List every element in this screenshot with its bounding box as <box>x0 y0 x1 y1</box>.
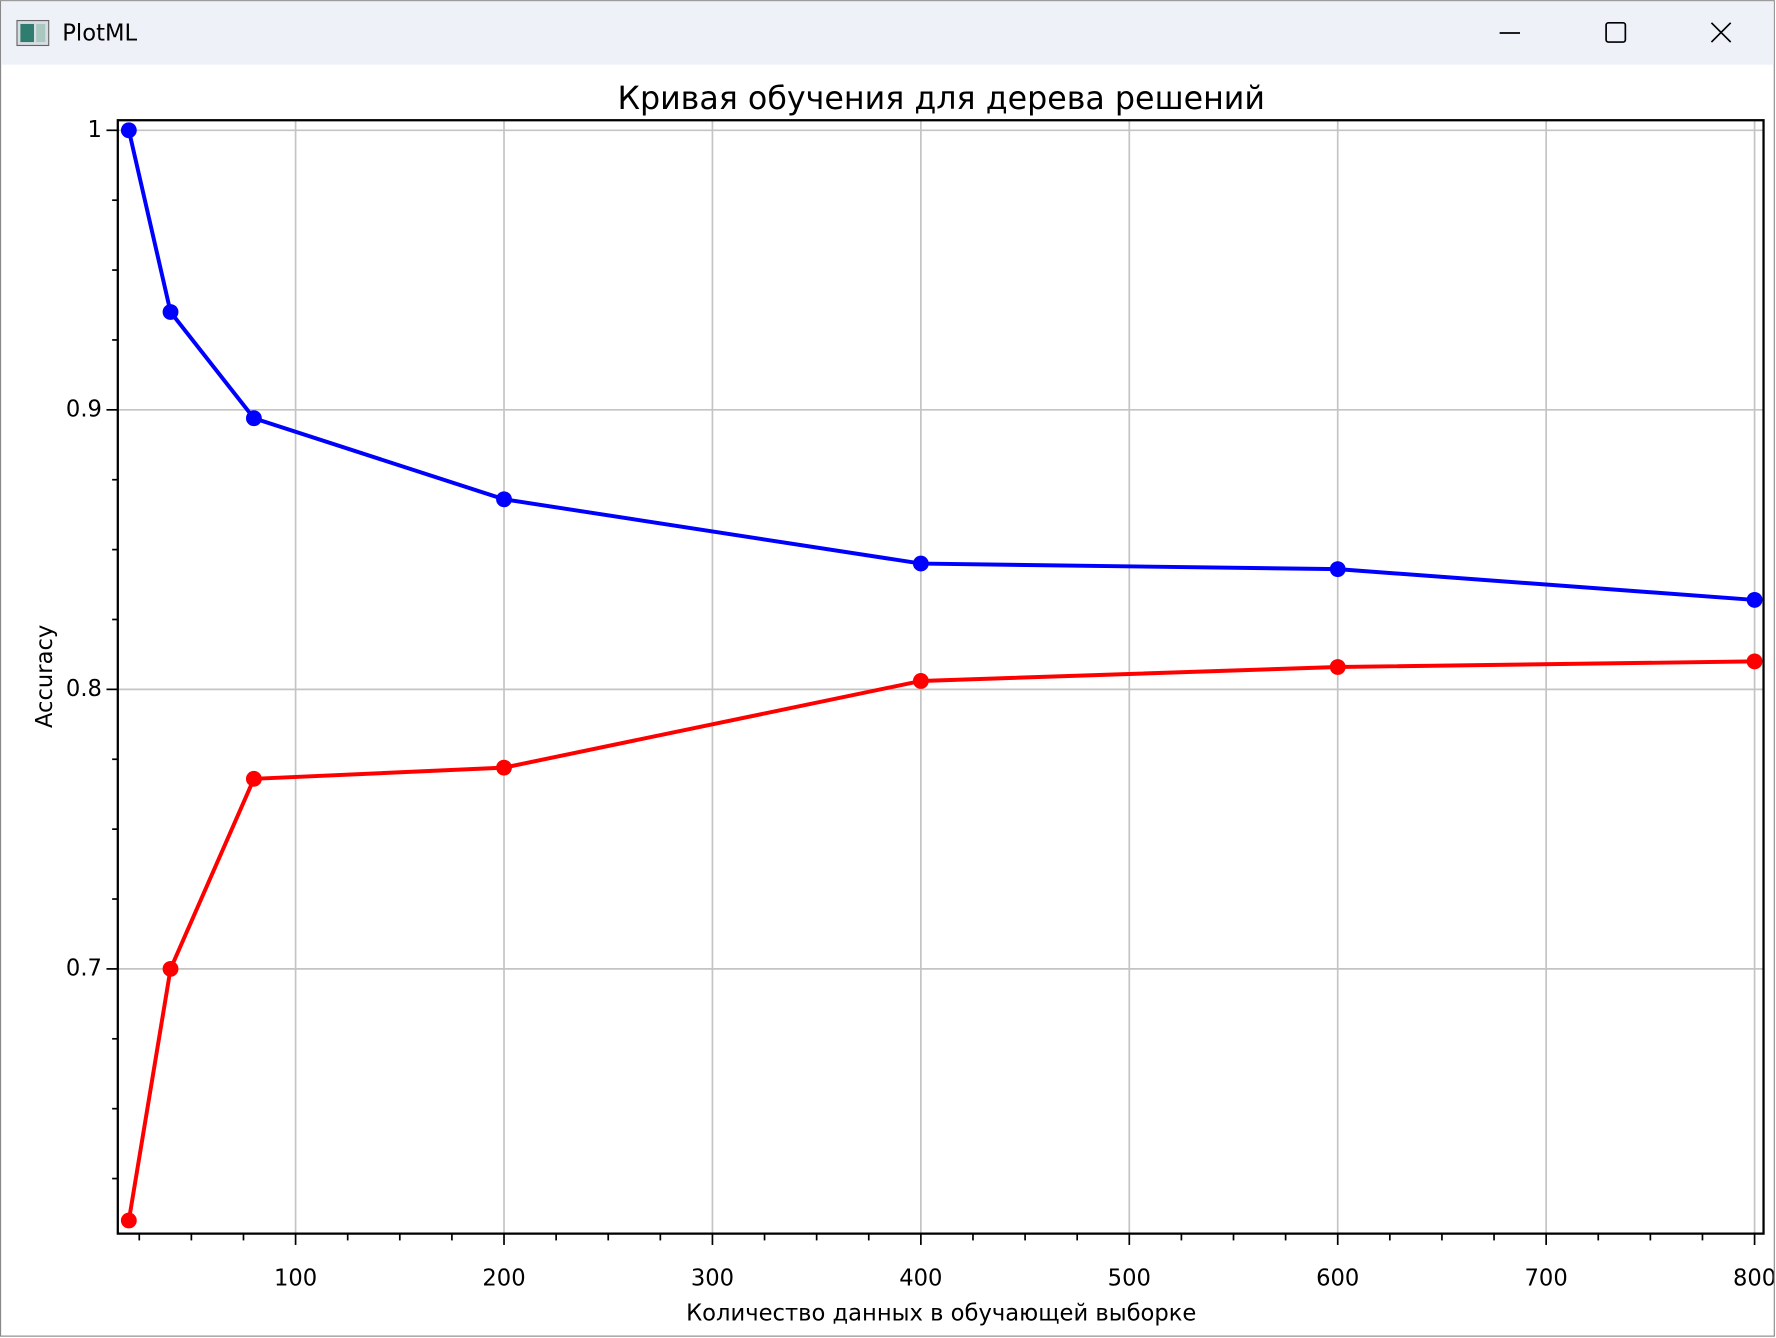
x-tick-label: 700 <box>1525 1265 1568 1291</box>
close-button[interactable] <box>1710 22 1732 43</box>
data-point <box>1329 659 1346 675</box>
y-tick-label: 0.9 <box>66 396 102 422</box>
data-point <box>1329 561 1346 578</box>
y-axis-label: Accuracy <box>32 625 58 728</box>
x-axis-label: Количество данных в обучающей выборке <box>686 1301 1196 1327</box>
title-bar <box>1 1 1774 65</box>
plot-frame <box>116 119 1765 1235</box>
x-tick-label: 600 <box>1316 1265 1359 1291</box>
data-point <box>162 960 179 977</box>
y-tick-label: 1 <box>88 117 102 143</box>
x-tick-label: 800 <box>1733 1265 1776 1291</box>
data-point <box>120 1212 137 1229</box>
x-tick-label: 200 <box>482 1265 525 1291</box>
data-point <box>245 410 262 427</box>
data-point <box>120 122 137 139</box>
data-point <box>245 770 262 787</box>
data-point <box>496 759 512 776</box>
x-tick-label: 300 <box>691 1265 734 1291</box>
data-point <box>912 673 929 689</box>
chart-title: Кривая обучения для дерева решений <box>617 81 1265 117</box>
x-tick-label: 500 <box>1108 1265 1151 1291</box>
app-icon <box>16 19 50 47</box>
y-tick-label: 0.8 <box>66 676 102 702</box>
data-point <box>1746 591 1763 608</box>
data-point <box>1746 653 1763 670</box>
x-tick-label: 400 <box>899 1265 942 1291</box>
data-point <box>912 555 929 572</box>
chart: Кривая обучения для дерева решений Колич… <box>32 81 1776 1327</box>
y-tick-label: 0.7 <box>66 955 102 981</box>
data-point <box>496 491 512 508</box>
maximize-button[interactable] <box>1605 21 1627 43</box>
x-tick-label: 100 <box>274 1265 317 1291</box>
window-title: PlotML <box>62 21 137 47</box>
data-point <box>162 304 179 320</box>
